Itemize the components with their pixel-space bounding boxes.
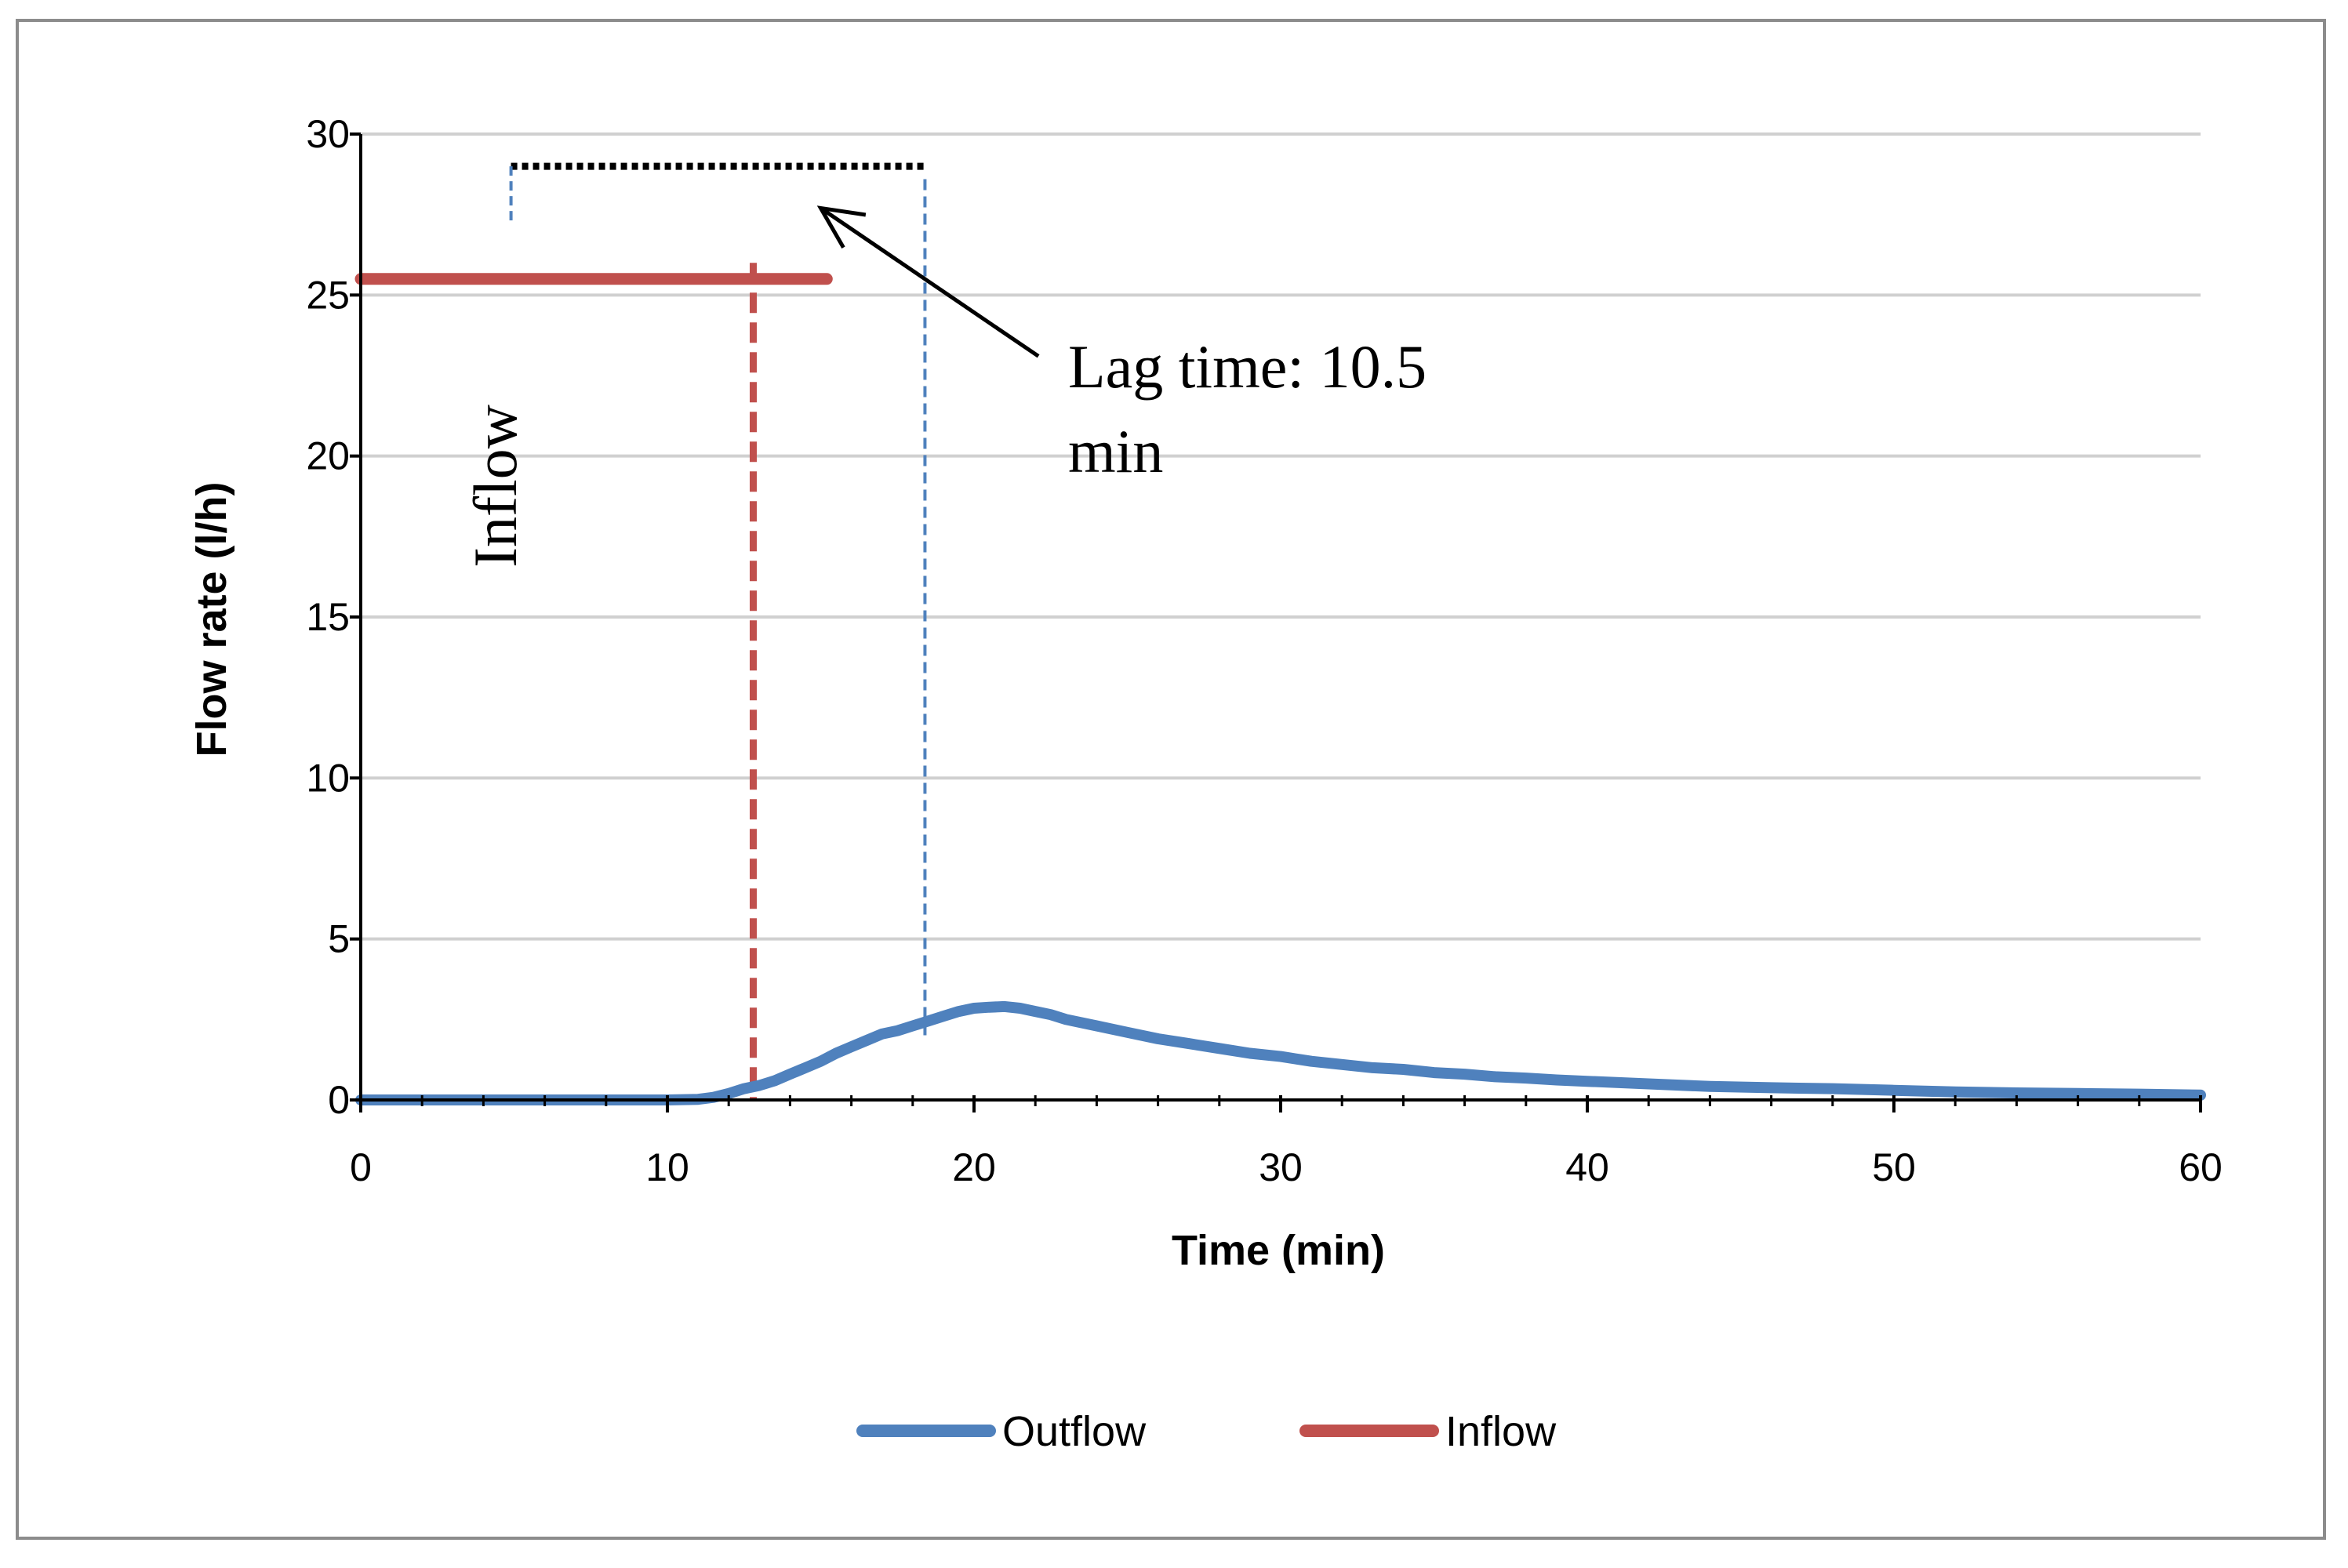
annotation-lines — [509, 162, 1040, 1100]
y-axis-title: Flow rate (l/h) — [188, 482, 235, 757]
legend-label-outflow: Outflow — [1002, 1408, 1147, 1455]
x-tick-label-30: 30 — [1259, 1145, 1303, 1189]
lag-arrow-head — [816, 205, 867, 249]
x-tick-label-50: 50 — [1872, 1145, 1916, 1189]
x-tick-label-0: 0 — [350, 1145, 372, 1189]
gridlines — [361, 132, 2201, 941]
y-tick-label-25: 25 — [306, 273, 350, 317]
x-tick-label-60: 60 — [2179, 1145, 2223, 1189]
series-line-outflow — [355, 1000, 2206, 1105]
legend: Outflow Inflow — [856, 1408, 1557, 1455]
series-layer — [354, 273, 2206, 1105]
x-axis-title: Time (min) — [1172, 1227, 1385, 1274]
y-tick-label-10: 10 — [306, 756, 350, 800]
legend-label-inflow: Inflow — [1445, 1408, 1557, 1455]
y-tick-label-20: 20 — [306, 434, 350, 478]
x-tick-label-20: 20 — [952, 1145, 996, 1189]
x-tick-label-40: 40 — [1565, 1145, 1609, 1189]
y-tick-label-15: 15 — [306, 595, 350, 639]
lag-time-label-line1: Lag time: 10.5 — [1068, 332, 1427, 401]
inflow-vertical-label: Inflow — [461, 405, 529, 568]
lag-time-label-line2: min — [1068, 417, 1163, 485]
tick-labels: 0 5 10 15 20 25 30 0 10 20 30 40 50 60 — [306, 112, 2222, 1189]
y-tick-label-5: 5 — [328, 917, 350, 961]
axes — [350, 132, 2202, 1112]
x-tick-label-10: 10 — [645, 1145, 689, 1189]
y-tick-label-30: 30 — [306, 112, 350, 156]
y-tick-label-0: 0 — [328, 1078, 350, 1122]
lag-arrow-shaft — [820, 206, 1040, 358]
